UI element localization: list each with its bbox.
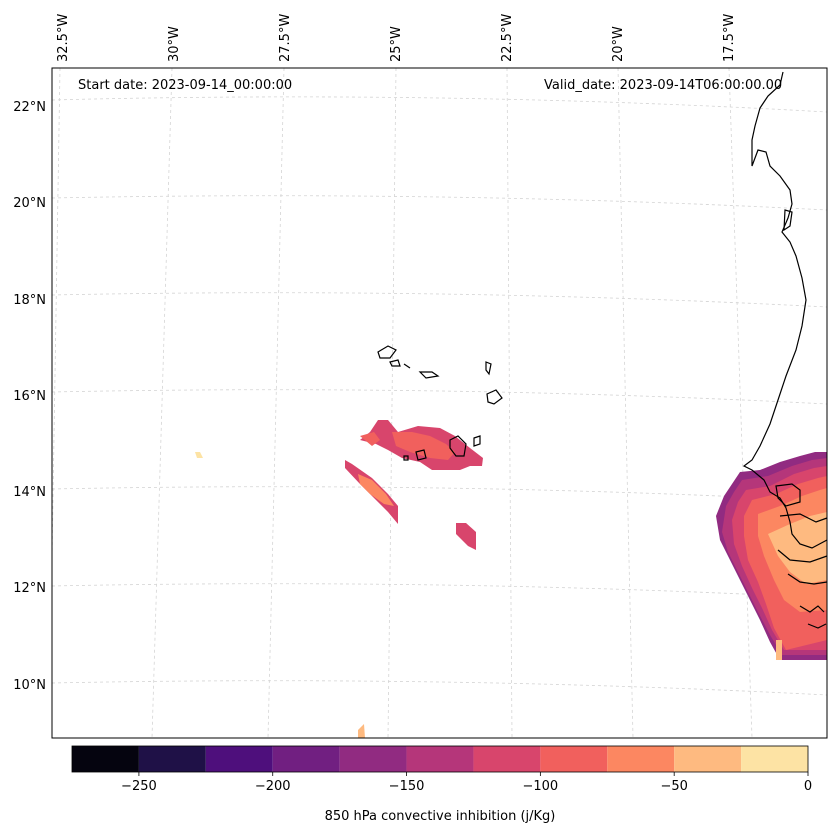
colorbar-swatch (72, 746, 139, 772)
island-fogo (415, 449, 427, 461)
island-santa-luzia (403, 363, 411, 369)
colorbar-tick-label: 0 (804, 779, 812, 794)
latitude-gridlines (51, 96, 828, 696)
latitude-labels: 22°N 20°N 18°N 16°N 14°N 12°N 10°N (13, 100, 46, 693)
lon-label-27-5w: 27.5°W (278, 14, 293, 62)
map-area (51, 67, 828, 739)
guinea-bissau-border (779, 513, 828, 523)
colorbar-tick-label: −250 (121, 779, 157, 794)
island-santo-antao (377, 345, 397, 359)
lat-label-14n: 14°N (13, 485, 46, 500)
sierra-leone-border (787, 573, 828, 585)
gridline-25w (387, 67, 397, 739)
colorbar-tick-label: −200 (255, 779, 291, 794)
contour-africa-tip (776, 640, 782, 660)
cin-contours (195, 420, 827, 738)
lon-label-22-5w: 22.5°W (500, 14, 515, 62)
gridline-27-5w (267, 67, 285, 739)
colorbar-tick-label: −150 (389, 779, 425, 794)
colorbar: −250 −200 −150 −100 −50 0 (71, 745, 812, 794)
colorbar-title: 850 hPa convective inhibition (j/Kg) (324, 809, 556, 824)
island-sao-vicente (389, 359, 401, 367)
lat-label-10n: 10°N (13, 678, 46, 693)
gridline-20w (617, 67, 634, 739)
western-sahara-inlet (783, 209, 793, 232)
colorbar-swatch (138, 746, 206, 772)
island-santiago (449, 435, 467, 457)
island-sao-nicolau (418, 371, 440, 379)
lat-label-18n: 18°N (13, 293, 46, 308)
gambia-outline (775, 483, 801, 507)
gridline-20n (51, 195, 828, 211)
coast-islands (799, 605, 825, 613)
contour-bottom-edge (358, 724, 365, 738)
gridline-14n (51, 486, 828, 502)
colorbar-swatch (205, 746, 273, 772)
colorbar-border (71, 745, 809, 773)
coast-bottom (807, 623, 827, 629)
contour-africa-6 (768, 512, 827, 584)
contour-cv-west (360, 432, 380, 446)
africa-coastline (742, 71, 828, 549)
lat-label-20n: 20°N (13, 196, 46, 211)
gridline-32-5w (51, 67, 61, 561)
island-boa-vista (486, 389, 503, 405)
gridline-22n (51, 96, 828, 113)
lon-label-25w: 25°W (389, 26, 404, 62)
map-frame (51, 67, 828, 739)
colorbar-tick-label: −100 (523, 779, 559, 794)
valid-date-annotation: Valid_date: 2023-09-14T06:00:00.00 (544, 78, 783, 93)
lon-label-17-5w: 17.5°W (722, 14, 737, 62)
lon-label-32-5w: 32.5°W (56, 14, 71, 62)
guinea-border (777, 549, 828, 563)
colorbar-swatch (339, 746, 407, 772)
gridline-30w (151, 67, 173, 739)
contour-tiny-west (195, 452, 203, 458)
island-brava (403, 455, 409, 461)
coastlines (377, 71, 828, 629)
gridline-22-5w (506, 67, 513, 739)
colorbar-swatch (473, 746, 541, 772)
contour-small-patch (456, 523, 476, 550)
colorbar-swatch (741, 746, 808, 772)
island-sal (485, 361, 492, 376)
colorbar-swatch (674, 746, 742, 772)
gridline-17-5w (728, 67, 753, 739)
lat-label-22n: 22°N (13, 100, 46, 115)
colorbar-swatch (406, 746, 474, 772)
contour-cv-mid (392, 432, 455, 460)
longitude-gridlines (51, 67, 753, 739)
lon-label-30w: 30°W (167, 26, 182, 62)
gridline-16n (51, 389, 828, 405)
lat-label-16n: 16°N (13, 389, 46, 404)
contour-streak-inner (358, 474, 394, 506)
lat-label-12n: 12°N (13, 581, 46, 596)
colorbar-swatch (607, 746, 675, 772)
colorbar-tick-label: −50 (660, 779, 687, 794)
lon-label-20w: 20°W (611, 26, 626, 62)
island-maio (473, 435, 481, 447)
gridline-10n (51, 680, 828, 696)
start-date-annotation: Start date: 2023-09-14_00:00:00 (78, 78, 293, 93)
gridline-12n (51, 583, 828, 599)
gridline-18n (51, 292, 828, 308)
map-background (52, 68, 827, 738)
colorbar-swatch (540, 746, 608, 772)
longitude-labels: 32.5°W 30°W 27.5°W 25°W 22.5°W 20°W 17.5… (56, 14, 737, 62)
colorbar-swatch (272, 746, 340, 772)
